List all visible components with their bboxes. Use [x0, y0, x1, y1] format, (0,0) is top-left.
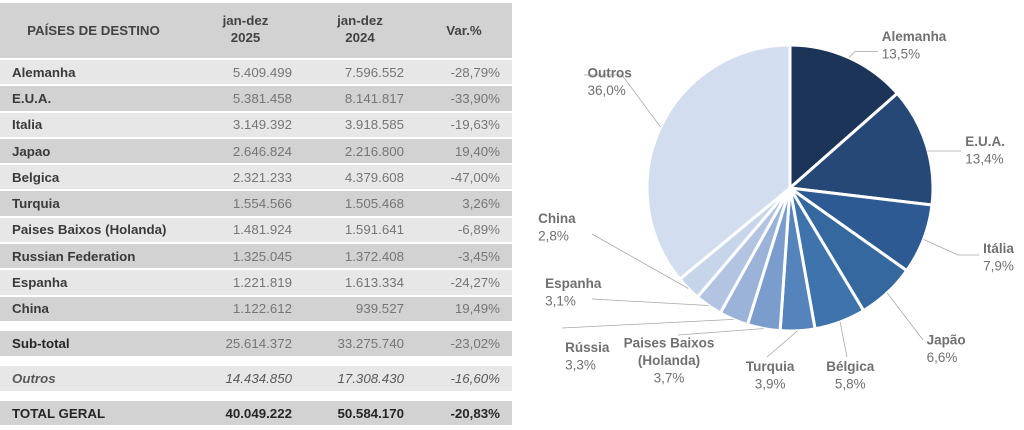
svg-text:3,3%: 3,3%: [565, 358, 596, 373]
svg-text:China: China: [538, 211, 576, 226]
svg-text:5,8%: 5,8%: [835, 377, 866, 392]
svg-text:Espanha: Espanha: [545, 276, 602, 291]
svg-text:6,6%: 6,6%: [927, 350, 958, 365]
svg-text:E.U.A.: E.U.A.: [965, 134, 1005, 149]
svg-text:Alemanha: Alemanha: [882, 29, 947, 44]
svg-text:(Holanda): (Holanda): [638, 353, 700, 368]
svg-text:3,7%: 3,7%: [654, 370, 685, 385]
svg-text:Outros: Outros: [588, 66, 632, 81]
svg-text:3,9%: 3,9%: [755, 377, 786, 392]
svg-text:Itália: Itália: [983, 241, 1014, 256]
svg-text:Bélgica: Bélgica: [826, 359, 875, 374]
svg-text:36,0%: 36,0%: [588, 83, 626, 98]
svg-text:Paises Baixos: Paises Baixos: [624, 335, 715, 350]
svg-text:Japão: Japão: [927, 332, 966, 347]
svg-text:13,5%: 13,5%: [882, 46, 920, 61]
svg-text:Rússia: Rússia: [565, 340, 610, 355]
svg-text:Turquia: Turquia: [746, 359, 795, 374]
svg-text:2,8%: 2,8%: [538, 229, 569, 244]
svg-text:7,9%: 7,9%: [983, 259, 1014, 274]
svg-text:13,4%: 13,4%: [965, 151, 1003, 166]
svg-text:3,1%: 3,1%: [545, 294, 576, 309]
